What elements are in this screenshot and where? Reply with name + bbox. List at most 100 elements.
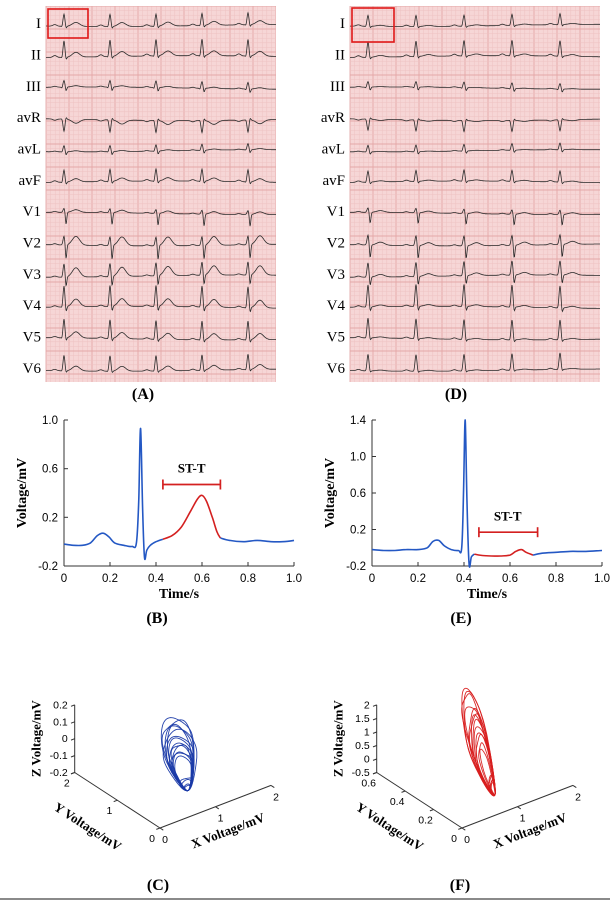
x-tick-label: 0.8 — [548, 573, 564, 585]
lead-label-avR: avR — [17, 110, 41, 126]
z-tick — [372, 772, 377, 775]
lead-label-V1: V1 — [327, 204, 345, 220]
ecg-trace-III — [349, 80, 600, 93]
lead-label-V4: V4 — [23, 298, 42, 314]
ecg-grid — [45, 6, 276, 382]
z-tick-label: 1.5 — [355, 713, 370, 725]
lead-label-III: III — [330, 79, 345, 95]
y-tick-label: 1.4 — [350, 415, 367, 427]
z-tick — [372, 731, 377, 734]
y-tick-label: 0.6 — [350, 488, 366, 500]
lead-label-III: III — [26, 79, 41, 95]
series-beat-before-ST-T — [371, 419, 475, 568]
series-beat-before-ST-T — [63, 427, 164, 561]
ecg-trace-avL — [350, 142, 600, 155]
lead-label-V1: V1 — [23, 204, 41, 220]
st-t-annotation: ST-T — [162, 460, 222, 490]
x-tick-label: 0.6 — [194, 573, 210, 585]
ecg-trace-avL — [46, 142, 276, 155]
ecg-trace-avF — [350, 168, 600, 185]
lead-label-V3: V3 — [23, 267, 41, 283]
y-tick — [401, 790, 406, 793]
z-tick — [70, 721, 75, 724]
ecg-trace-V1 — [46, 207, 276, 227]
x-tick — [215, 806, 220, 810]
series-beat-after-ST-T — [220, 537, 295, 543]
x-axis-label: Time/s — [467, 587, 508, 602]
x-tick-label: 0.2 — [102, 573, 118, 585]
highlight-box — [351, 7, 395, 43]
z-tick-label: -0.2 — [50, 767, 68, 779]
x-tick-label: 1.0 — [594, 573, 610, 585]
y-tick-label: -0.2 — [38, 561, 58, 573]
y-tick-label: 0.4 — [390, 796, 405, 808]
x-tick-label: 1.0 — [286, 573, 302, 585]
ecg-trace-I — [350, 12, 600, 29]
y-tick — [458, 827, 463, 830]
z-axis-label: Z Voltage/mV — [29, 700, 44, 778]
ecg-trace-V5 — [46, 319, 276, 343]
vcg-loop — [461, 693, 496, 796]
lead-label-V4: V4 — [327, 298, 346, 314]
lead-label-I: I — [36, 16, 41, 32]
y-tick-label: 1.0 — [42, 415, 58, 427]
y-tick-label: 0.6 — [42, 464, 58, 476]
ecg-trace-V4 — [46, 285, 276, 313]
line-chart-e: 0 0.2 0.4 0.6 0.8 1.0 -0.2 0.2 0.6 1.0 1.4 Voltage/… — [323, 415, 610, 602]
z-tick — [372, 704, 377, 707]
lead-label-V2: V2 — [23, 236, 41, 252]
z-tick-label: 0 — [364, 753, 370, 765]
ecg-trace-V3 — [350, 260, 600, 286]
z-tick-label: 0 — [62, 733, 68, 745]
x-axis-label: Time/s — [159, 587, 200, 602]
y-tick-label: 2 — [64, 777, 70, 789]
axes — [63, 419, 295, 567]
ecg-trace-V2 — [46, 234, 276, 260]
z-tick — [70, 772, 75, 775]
lead-label-II: II — [335, 48, 345, 64]
y-tick-label: 1 — [106, 805, 112, 817]
z-tick — [372, 718, 377, 721]
x-axis-label: X Voltage/mV — [491, 809, 569, 851]
lead-label-II: II — [31, 48, 41, 64]
vcg-loop — [164, 725, 194, 792]
y-axis-label: Voltage/mV — [15, 458, 30, 528]
lead-label-V5: V5 — [327, 330, 345, 346]
ecg-trace-V6 — [45, 354, 276, 374]
ecg-trace-V5 — [350, 318, 600, 343]
x-tick — [461, 827, 466, 831]
x-tick-label: 0.6 — [502, 573, 518, 585]
lead-label-V5: V5 — [23, 330, 41, 346]
panel-caption-a: (A) — [131, 386, 155, 403]
ecg-trace-V4 — [350, 284, 600, 313]
st-t-annotation: ST-T — [478, 508, 539, 538]
ecg-trace-avR — [350, 117, 600, 133]
z-tick-label: -0.5 — [352, 767, 370, 779]
panel-caption-b: (B) — [146, 610, 168, 627]
line-chart-b: 0 0.2 0.4 0.6 0.8 1.0 -0.2 0.2 0.6 1.0 Voltage/mV T… — [15, 415, 302, 602]
axes — [371, 419, 603, 567]
ecg-traces — [45, 11, 276, 374]
x-tick-label: 2 — [273, 791, 279, 803]
y-tick-label: 0.2 — [42, 512, 58, 524]
y-axis-label: Voltage/mV — [323, 458, 338, 528]
y-tick-label: 0.2 — [418, 814, 433, 826]
z-tick — [372, 758, 377, 761]
vcg-loop — [461, 687, 496, 797]
st-t-label: ST-T — [494, 508, 522, 523]
series-ST-T-segment — [474, 548, 534, 557]
lead-label-avF: avF — [19, 173, 42, 189]
z-tick — [70, 738, 75, 741]
x-tick-label: 0.8 — [240, 573, 256, 585]
vcg-loop — [160, 717, 195, 792]
ecg-paper — [350, 6, 600, 382]
x-tick-label: 0 — [464, 834, 470, 846]
z-axis-label: Z Voltage/mV — [331, 700, 346, 778]
z-tick-label: -0.1 — [50, 750, 68, 762]
x-tick — [159, 827, 164, 831]
